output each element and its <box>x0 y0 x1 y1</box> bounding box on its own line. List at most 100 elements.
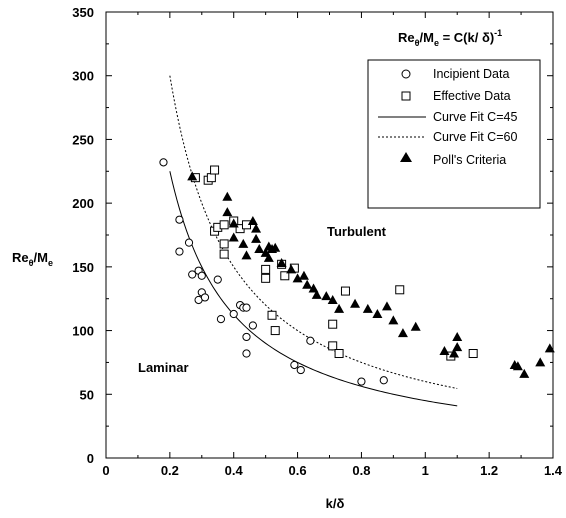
effective-point <box>267 310 277 320</box>
poll-point <box>187 171 198 181</box>
effective-point <box>210 165 220 175</box>
poll-point <box>241 250 252 260</box>
poll-point <box>228 232 239 242</box>
x-tick-label: 0.2 <box>161 463 179 478</box>
poll-point <box>362 303 373 313</box>
y-tick-label: 200 <box>72 196 94 211</box>
legend-box <box>367 59 541 209</box>
poll-point <box>512 361 523 371</box>
legend-item-effective: Effective Data <box>401 89 511 103</box>
legend-label-incipient: Incipient Data <box>433 67 509 81</box>
poll-point <box>254 244 265 254</box>
poll-point <box>228 218 239 228</box>
incipient-point <box>175 247 184 256</box>
poll-point <box>247 215 258 225</box>
legend-triangle-icon <box>400 152 412 162</box>
poll-point <box>449 348 460 358</box>
incipient-point <box>175 215 184 224</box>
x-tick-label: 1.2 <box>480 463 498 478</box>
incipient-point <box>242 303 251 312</box>
legend-label-c60: Curve Fit C=60 <box>433 130 517 144</box>
incipient-point <box>197 271 206 280</box>
poll-point <box>276 258 287 268</box>
legend-circle-icon <box>401 69 411 79</box>
incipient-point <box>242 332 251 342</box>
y-tick-label: 150 <box>72 260 94 275</box>
poll-point <box>397 328 408 338</box>
x-tick-label: 0.8 <box>352 463 370 478</box>
y-axis: 0 50 100 150 200 250 300 350 <box>72 5 553 466</box>
effective-point <box>328 319 338 329</box>
y-tick-label: 50 <box>80 387 94 402</box>
incipient-point <box>188 270 197 279</box>
incipient-point <box>184 238 194 247</box>
poll-point <box>452 342 463 352</box>
incipient-point <box>242 349 251 358</box>
x-tick-label: 0.4 <box>225 463 244 478</box>
poll-point <box>251 233 262 243</box>
effective-point <box>340 286 350 296</box>
formula-label: Reθ/Me = C(k/ δ)-1 <box>398 28 502 48</box>
region-label-laminar: Laminar <box>138 360 189 375</box>
incipient-point <box>216 315 226 324</box>
poll-point <box>452 331 463 341</box>
poll-point <box>238 238 249 248</box>
effective-point <box>328 341 338 351</box>
poll-point <box>302 279 313 289</box>
y-tick-label: 250 <box>72 132 94 147</box>
legend-label-poll: Poll's Criteria <box>433 153 506 167</box>
x-tick-label: 1 <box>422 463 429 478</box>
y-tick-label: 100 <box>72 324 94 339</box>
effective-point <box>219 249 229 259</box>
effective-point <box>270 326 280 336</box>
region-label-turbulent: Turbulent <box>327 224 387 239</box>
poll-point <box>410 321 421 331</box>
legend-item-c60: Curve Fit C=60 <box>378 130 517 144</box>
x-axis-title: k/δ <box>326 496 345 511</box>
effective-point <box>261 273 271 283</box>
legend-item-poll: Poll's Criteria <box>400 152 506 167</box>
effective-point <box>468 349 478 359</box>
effective-point <box>280 271 290 281</box>
incipient-point <box>296 365 305 375</box>
curve-fit-c45 <box>169 171 458 407</box>
poll-point <box>372 309 383 319</box>
incipient-point <box>248 321 257 330</box>
effective-point <box>219 239 229 249</box>
data-markers <box>159 158 555 386</box>
effective-point <box>334 349 344 359</box>
legend-label-c45: Curve Fit C=45 <box>433 110 517 124</box>
poll-point <box>519 368 530 378</box>
poll-point <box>251 223 262 233</box>
incipient-point <box>357 377 366 386</box>
poll-point <box>321 291 332 301</box>
incipient-point <box>290 360 299 370</box>
y-tick-label: 350 <box>72 5 94 20</box>
poll-point <box>286 264 297 274</box>
x-axis: 0 0.2 0.4 0.6 0.8 1 1.2 1.4 <box>102 12 563 478</box>
poll-point <box>270 242 281 252</box>
poll-point <box>292 273 303 283</box>
poll-point <box>263 252 274 262</box>
poll-point <box>334 303 345 313</box>
incipient-point <box>306 336 315 345</box>
poll-point <box>327 294 338 304</box>
poll-point <box>298 270 309 280</box>
poll-point <box>544 343 555 353</box>
legend-item-c45: Curve Fit C=45 <box>378 110 517 124</box>
y-axis-title: Reθ/Me <box>12 250 53 268</box>
poll-point <box>381 301 392 311</box>
poll-point <box>535 357 546 367</box>
effective-point <box>206 173 216 183</box>
poll-point <box>308 283 319 293</box>
incipient-point <box>379 376 388 385</box>
legend: Incipient Data Effective Data Curve Fit … <box>367 59 541 209</box>
y-tick-label: 300 <box>72 69 94 84</box>
x-tick-label: 0.6 <box>289 463 307 478</box>
incipient-point <box>229 309 238 319</box>
effective-point <box>395 285 405 295</box>
poll-point <box>311 289 322 299</box>
incipient-point <box>200 293 210 302</box>
poll-point <box>222 191 233 201</box>
